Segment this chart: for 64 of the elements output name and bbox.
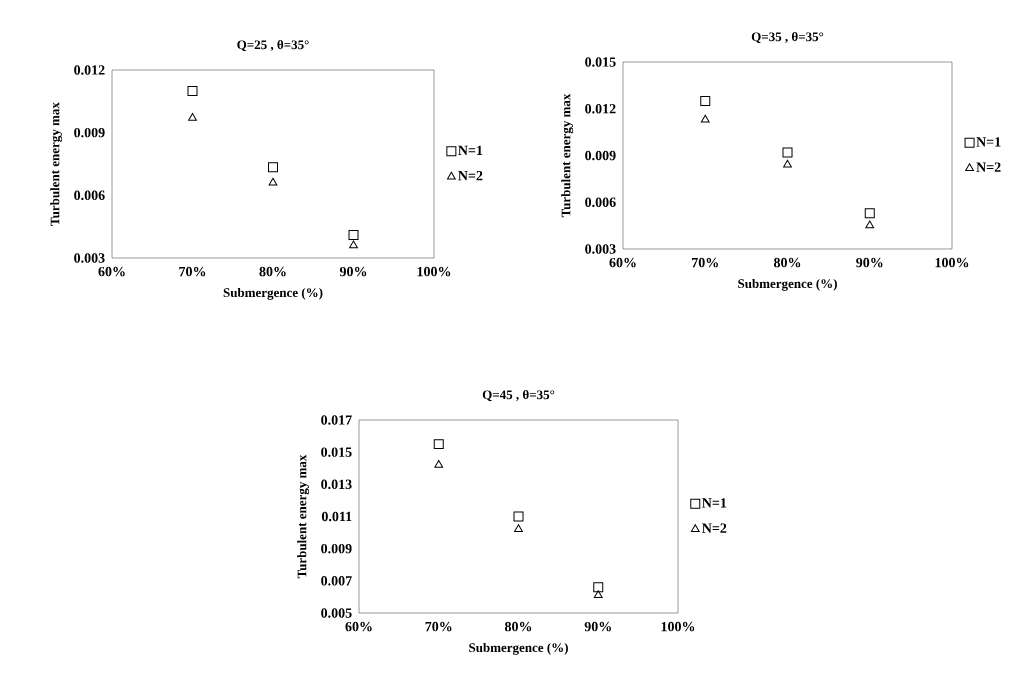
y-tick-label: 0.009 — [74, 127, 105, 138]
y-tick-label: 0.003 — [585, 244, 616, 254]
x-tick-label: 70% — [692, 257, 718, 268]
x-tick-label: 90% — [584, 621, 611, 632]
chart-title: Q=45 , θ=35° — [482, 389, 555, 402]
legend-label: N=1 — [702, 498, 727, 508]
legend-label: N=1 — [976, 137, 1001, 147]
y-tick-label: 0.009 — [321, 543, 352, 554]
y-tick-label: 0.015 — [321, 447, 352, 457]
y-tick-label: 0.005 — [321, 608, 352, 618]
point — [348, 230, 359, 241]
y-tick-label: 0.007 — [321, 576, 352, 586]
point — [864, 208, 875, 219]
point — [349, 240, 358, 249]
y-tick-label: 0.006 — [74, 190, 105, 201]
y-axis-title: Turbulent energy max — [297, 454, 310, 579]
point — [593, 590, 603, 599]
y-axis-title: Turbulent energy max — [561, 93, 574, 218]
point — [433, 439, 444, 450]
y-tick-label: 0.011 — [321, 511, 352, 522]
point — [513, 511, 524, 522]
x-tick-label: 100% — [661, 621, 695, 632]
y-tick-label: 0.012 — [74, 65, 105, 75]
x-axis-title: Submergence (%) — [469, 642, 568, 655]
point — [187, 85, 198, 96]
point — [865, 220, 875, 229]
point — [268, 177, 278, 186]
point — [434, 460, 444, 468]
y-tick-label: 0.015 — [585, 57, 616, 67]
x-tick-label: 60% — [98, 266, 125, 277]
legend-label: N=2 — [702, 523, 727, 533]
x-tick-label: 80% — [259, 266, 286, 277]
y-tick-label: 0.003 — [74, 253, 105, 263]
x-tick-label: 80% — [773, 257, 801, 268]
x-axis-title: Submergence (%) — [738, 278, 837, 291]
point — [188, 113, 197, 121]
y-tick-label: 0.017 — [321, 415, 352, 425]
y-axis-title: Turbulent energy max — [50, 102, 63, 226]
point — [593, 582, 604, 593]
point — [782, 147, 793, 158]
y-tick-label: 0.006 — [585, 197, 616, 208]
point — [700, 114, 710, 123]
x-axis-title: Submergence (%) — [223, 287, 323, 300]
y-tick-label: 0.012 — [585, 103, 616, 114]
y-tick-label: 0.013 — [321, 479, 352, 490]
x-tick-label: 80% — [504, 621, 532, 632]
point — [268, 162, 278, 173]
chart-title: Q=35 , θ=35° — [751, 31, 824, 44]
x-tick-label: 90% — [856, 257, 883, 268]
legend-label: N=1 — [458, 145, 483, 155]
legend-label: N=2 — [458, 170, 483, 181]
x-tick-label: 100% — [935, 257, 969, 268]
chart-title: Q=25 , θ=35° — [237, 39, 309, 52]
x-tick-label: 70% — [425, 621, 452, 632]
x-tick-label: 60% — [609, 257, 636, 268]
x-tick-label: 100% — [417, 266, 451, 277]
x-tick-label: 60% — [345, 621, 372, 632]
point — [514, 524, 523, 533]
legend-label: N=2 — [976, 162, 1001, 172]
x-tick-label: 70% — [179, 266, 206, 277]
x-tick-label: 90% — [339, 266, 367, 277]
point — [700, 95, 711, 106]
point — [783, 159, 792, 168]
y-tick-label: 0.009 — [585, 150, 616, 161]
